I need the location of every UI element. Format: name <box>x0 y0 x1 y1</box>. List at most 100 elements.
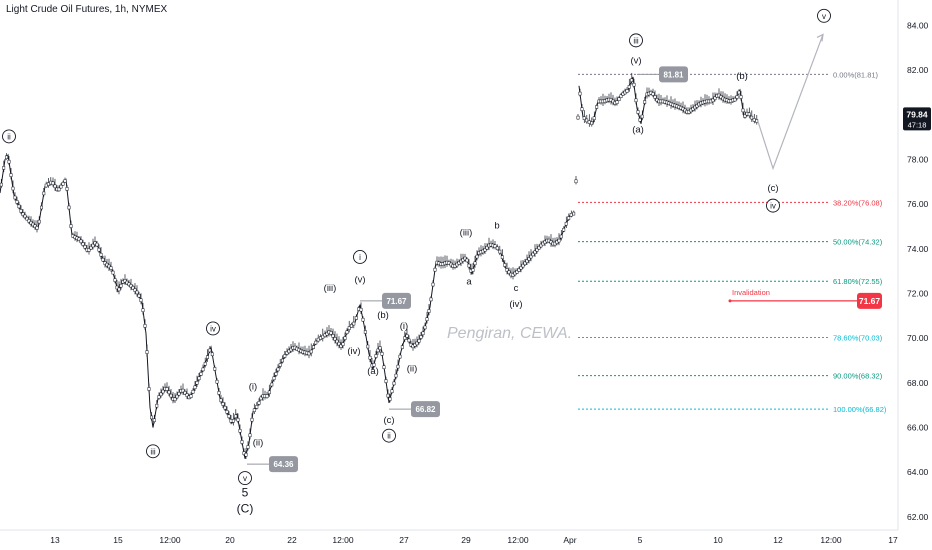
candle-body <box>630 78 634 82</box>
candle-body <box>384 379 388 383</box>
candle-body <box>747 112 751 117</box>
candle-body <box>587 120 591 124</box>
candle-body <box>27 219 31 223</box>
candle-body <box>35 226 39 230</box>
candle-body <box>87 248 91 252</box>
candle-body <box>215 379 219 384</box>
x-tick-label: 10 <box>713 535 723 545</box>
x-tick-label: 5 <box>638 535 643 545</box>
candle-body <box>475 254 479 259</box>
candle-body <box>743 114 747 118</box>
wave-label-circle <box>206 321 220 336</box>
candle-body <box>201 367 205 372</box>
candle-body <box>483 248 487 252</box>
price-badge-text: 71.67 <box>386 297 407 306</box>
candle-body <box>403 336 407 340</box>
wave-label-circle <box>353 250 367 264</box>
candle-body <box>485 245 489 250</box>
candle-body <box>129 284 133 288</box>
candle-body <box>592 116 596 120</box>
candle-body <box>537 245 541 250</box>
candle-body <box>139 298 143 302</box>
fib-level-label: 0.00%(81.81) <box>833 70 879 79</box>
candle-body <box>392 381 396 386</box>
candle-body <box>423 325 427 330</box>
candle-body <box>316 337 320 342</box>
candle-body <box>585 118 589 123</box>
wave-label-circle <box>2 129 16 144</box>
wave-label: (i) <box>249 382 257 393</box>
candle-body <box>252 408 256 412</box>
candle-body <box>181 388 185 393</box>
candle-body <box>44 183 48 188</box>
candle-body <box>329 331 333 335</box>
candle-body <box>145 350 149 354</box>
y-tick-label: 84.00 <box>907 21 929 31</box>
candle-body <box>368 355 372 360</box>
candle-body <box>267 390 271 395</box>
candle-body <box>343 336 347 340</box>
watermark: Pengiran, CEWA. <box>447 325 572 342</box>
candle-body <box>111 270 115 275</box>
wave-label: iii <box>150 447 156 456</box>
fib-level-label: 100.00%(66.82) <box>833 405 887 414</box>
wave-label: (c) <box>767 183 778 194</box>
candle-body <box>352 321 356 326</box>
candle-body <box>627 85 631 89</box>
projection-arrowhead <box>816 33 824 42</box>
current-price-tag <box>903 107 931 131</box>
candle-body <box>47 182 50 186</box>
invalidation-badge <box>857 292 882 309</box>
candle-body <box>376 348 380 353</box>
candle-body <box>246 445 250 449</box>
candle-body <box>53 184 57 189</box>
candle-body <box>319 336 322 340</box>
wave-label: (v) <box>630 55 641 66</box>
candle-body <box>173 397 177 402</box>
candle-body <box>463 256 467 261</box>
candle-body <box>638 118 642 122</box>
candle-body <box>465 258 469 263</box>
candle-body <box>63 179 67 183</box>
candle-body <box>417 339 421 343</box>
candle-body <box>77 237 81 242</box>
candle-body <box>150 415 153 420</box>
price-badge <box>411 401 440 418</box>
candle-body <box>250 417 254 422</box>
candle-body <box>363 330 367 334</box>
candle-body <box>396 364 400 369</box>
candle-body <box>65 187 69 191</box>
candle-body <box>11 186 15 191</box>
candle-body <box>175 394 179 399</box>
y-tick-label: 82.00 <box>907 65 929 75</box>
wave-label: (c) <box>383 415 394 426</box>
candle-body <box>2 166 6 170</box>
price-badge-text: 64.36 <box>273 460 294 469</box>
y-tick-label: 76.00 <box>907 199 929 209</box>
candle-body <box>217 391 221 395</box>
candle-body <box>161 389 165 394</box>
candle-body <box>83 245 87 249</box>
candle-body <box>535 248 539 252</box>
candle-body <box>9 173 13 177</box>
candle-body <box>195 381 199 385</box>
candle-body <box>42 191 46 196</box>
candle-body <box>231 419 235 423</box>
candle-body <box>183 391 187 395</box>
wave-label: (b) <box>377 310 389 321</box>
y-tick-label: 74.00 <box>907 244 929 254</box>
candle-body <box>643 100 647 104</box>
y-tick-label: 68.00 <box>907 378 929 388</box>
candle-body <box>574 179 578 184</box>
candle-body <box>312 345 315 349</box>
candle-body <box>433 267 437 272</box>
price-line <box>0 153 576 459</box>
candle-body <box>40 205 43 210</box>
candle-body <box>394 373 398 378</box>
candle-body <box>503 263 507 267</box>
candle-body <box>467 263 471 268</box>
candle-body <box>640 114 644 119</box>
candle-body <box>283 354 287 358</box>
x-tick-label: 13 <box>50 535 60 545</box>
